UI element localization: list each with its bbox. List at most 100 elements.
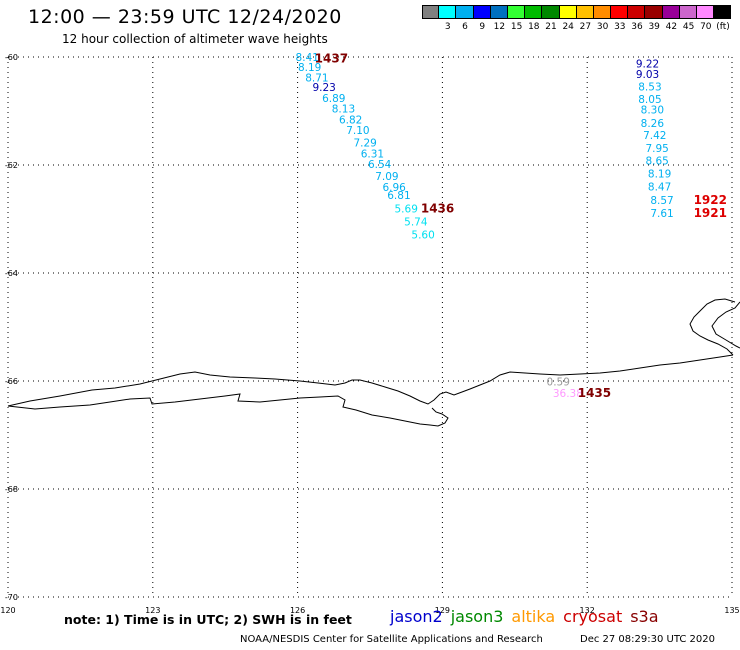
colorbar-label: 27 [579, 22, 592, 32]
axis-tick-labels: 120 123 126 129 132 135 -60 -62 -64 -66 -68 -70 [0, 53, 739, 615]
mission-jason2: jason2 [390, 607, 443, 626]
swh-value: 8.19 [648, 168, 671, 180]
map-subtitle: 12 hour collection of altimeter wave hei… [62, 32, 328, 46]
swh-value: 8.65 [645, 155, 668, 167]
lat-tick-label: -70 [5, 593, 18, 602]
colorbar-label: 21 [545, 22, 557, 32]
swh-value: 8.71 [305, 72, 328, 84]
lat-tick-label: -64 [5, 269, 18, 278]
colorbar-cell [507, 5, 526, 19]
swh-value: 7.95 [645, 143, 668, 155]
colorbar-label: 30 [596, 22, 609, 32]
note-text: note: 1) Time is in UTC; 2) SWH is in fe… [64, 612, 352, 627]
lon-tick-label: 123 [145, 606, 160, 615]
swh-value: 5.60 [411, 229, 434, 241]
swh-value: 9.03 [636, 69, 659, 81]
map-title: 12:00 — 23:59 UTC 12/24/2020 [28, 6, 342, 28]
coastline-east-inlet [711, 301, 740, 349]
colorbar [422, 5, 732, 20]
lon-tick-label: 129 [435, 606, 450, 615]
mission-s3a: s3a [630, 607, 659, 626]
mission-legend: jason2 jason3 altika cryosat s3a [390, 607, 667, 626]
swh-value: 36.38 [553, 388, 583, 400]
colorbar-label: 70 [700, 22, 712, 32]
colorbar-unit: (ft) [716, 22, 730, 32]
colorbar-cell [611, 5, 629, 19]
swh-value: 5.74 [404, 216, 428, 228]
swh-value: 7.61 [650, 208, 673, 220]
swh-value: 9.23 [312, 82, 335, 94]
swh-value: 8.47 [648, 181, 671, 193]
colorbar-label: 15 [510, 22, 523, 32]
swh-value: 6.81 [387, 190, 410, 202]
colorbar-cell [473, 5, 491, 19]
colorbar-cell [559, 5, 577, 19]
swh-value: 8.05 [638, 94, 661, 106]
colorbar-cell [662, 5, 680, 19]
pass-number-label: 1922 [694, 193, 727, 207]
colorbar-cell [439, 5, 457, 19]
pass-number-label: 1436 [421, 202, 454, 216]
lon-tick-label: 120 [0, 606, 15, 615]
coastline-east [689, 298, 736, 356]
colorbar-label: 3 [444, 22, 451, 32]
colorbar-cell [456, 5, 474, 19]
coastline-ice-shelf [7, 393, 449, 427]
credit-text: NOAA/NESDIS Center for Satellite Applica… [240, 634, 543, 645]
swh-value: 7.09 [375, 171, 398, 183]
colorbar-cell [542, 5, 560, 19]
colorbar-label: 18 [528, 22, 540, 32]
pass-number-label: 1435 [578, 386, 611, 400]
lat-tick-label: -66 [5, 377, 18, 386]
generated-timestamp: Dec 27 08:29:30 UTC 2020 [580, 634, 715, 645]
colorbar-label: 45 [682, 22, 695, 32]
swh-value: 0.59 [547, 376, 570, 388]
colorbar-cell [593, 5, 612, 19]
colorbar-cell [422, 5, 440, 19]
swh-value: 6.89 [322, 93, 345, 105]
colorbar-label: 33 [614, 22, 626, 32]
pass-number-label: 1437 [315, 51, 348, 65]
swh-value: 8.41 [296, 52, 319, 64]
mission-cryosat: cryosat [563, 607, 623, 626]
swh-value: 6.54 [368, 159, 392, 171]
lat-tick-label: -62 [5, 161, 18, 170]
lat-tick-label: -60 [5, 53, 18, 62]
pass-number-label: 1921 [694, 206, 727, 220]
swh-value: 8.13 [332, 104, 355, 116]
swh-value: 8.57 [650, 195, 673, 207]
colorbar-label: 24 [562, 22, 574, 32]
colorbar-label: 39 [648, 22, 660, 32]
colorbar-label: 9 [479, 22, 486, 32]
map-gridlines [7, 56, 733, 598]
colorbar-cell [645, 5, 663, 19]
swh-value: 8.19 [298, 62, 321, 74]
mission-altika: altika [511, 607, 556, 626]
colorbar-cell [525, 5, 543, 19]
swh-value: 8.30 [641, 105, 664, 117]
colorbar-label: 42 [665, 22, 678, 32]
colorbar-label: 6 [462, 22, 468, 32]
lon-tick-label: 135 [724, 606, 739, 615]
swh-value: 6.96 [382, 182, 406, 194]
swh-value: 6.31 [361, 148, 384, 160]
lat-tick-label: -68 [5, 485, 18, 494]
antarctic-coastline [7, 298, 740, 427]
colorbar-cell [714, 5, 732, 19]
swh-value: 6.82 [339, 114, 362, 126]
swh-value: 5.69 [395, 204, 418, 216]
lon-tick-label: 126 [290, 606, 305, 615]
swh-value: 7.10 [346, 125, 369, 137]
swh-value: 9.22 [636, 58, 659, 70]
mission-jason3: jason3 [450, 607, 504, 626]
colorbar-labels: 3 6 9 12 15 18 21 24 27 30 33 36 39 42 45 70 (ft) [422, 22, 740, 34]
colorbar-cell [576, 5, 594, 19]
swh-value: 8.53 [638, 81, 661, 93]
colorbar-cell [697, 5, 715, 19]
colorbar-label: 12 [493, 22, 506, 32]
lon-tick-label: 132 [580, 606, 595, 615]
colorbar-cell [628, 5, 646, 19]
colorbar-cell [679, 5, 697, 19]
